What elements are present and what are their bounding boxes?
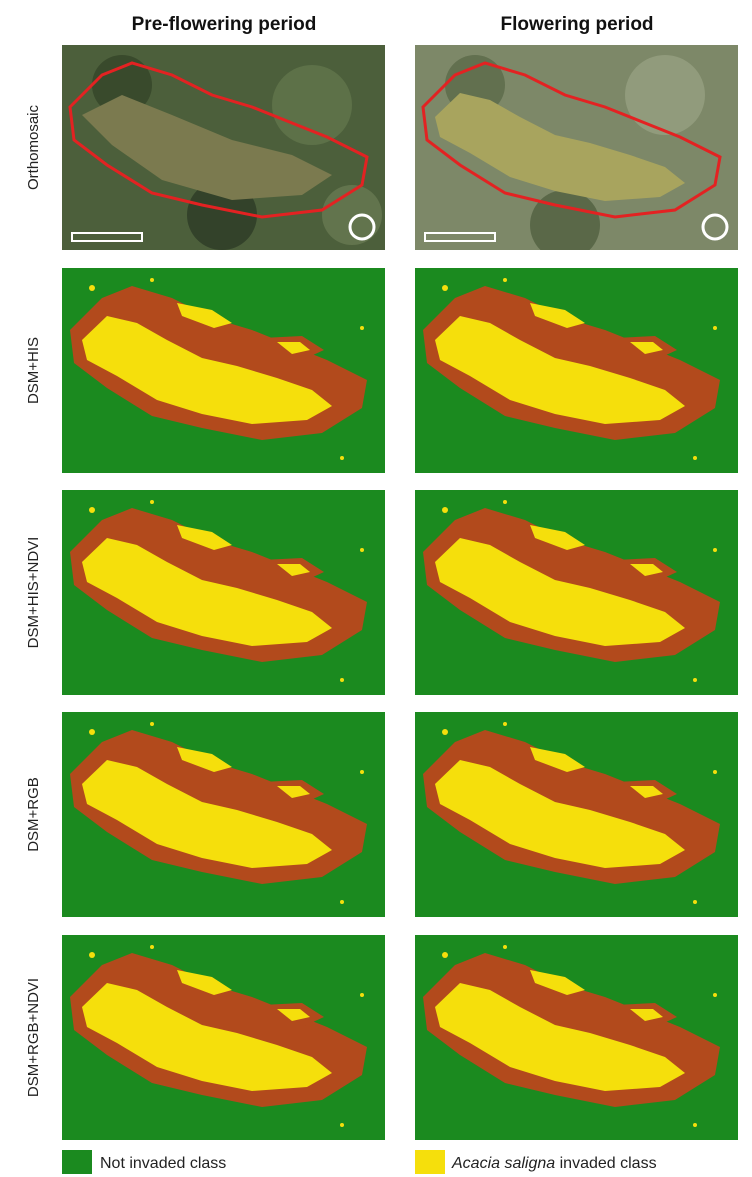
legend-swatch <box>62 1150 92 1174</box>
map-panel <box>415 712 738 917</box>
column-header: Pre-flowering period <box>132 14 317 35</box>
row-label: DSM+RGB <box>25 777 42 852</box>
map-panel <box>415 490 738 695</box>
row-label: DSM+HIS+NDVI <box>25 537 42 649</box>
legend-label: Not invaded class <box>100 1155 226 1172</box>
row-label: DSM+RGB+NDVI <box>25 978 42 1097</box>
panel-grid: Orthomosaic DSM+HIS DSM+HIS+NDVI DSM+RGB DSM… <box>25 45 738 1140</box>
map-panel <box>415 268 738 473</box>
map-panel <box>62 45 385 250</box>
legend-label: Acacia saligna invaded class <box>451 1155 657 1172</box>
row-label: DSM+HIS <box>25 337 42 404</box>
legend-suffix: invaded class <box>555 1155 656 1172</box>
map-panel <box>415 935 738 1140</box>
map-panel <box>62 935 385 1140</box>
column-header: Flowering period <box>500 14 653 35</box>
map-panel <box>62 268 385 473</box>
legend-swatch <box>415 1150 445 1174</box>
row-label: Orthomosaic <box>25 104 42 190</box>
map-panel <box>62 490 385 695</box>
figure: Pre-flowering period Flowering period Or… <box>0 0 752 1177</box>
map-panel <box>415 45 738 260</box>
legend-species: Acacia saligna <box>451 1155 555 1172</box>
map-panel <box>62 712 385 917</box>
